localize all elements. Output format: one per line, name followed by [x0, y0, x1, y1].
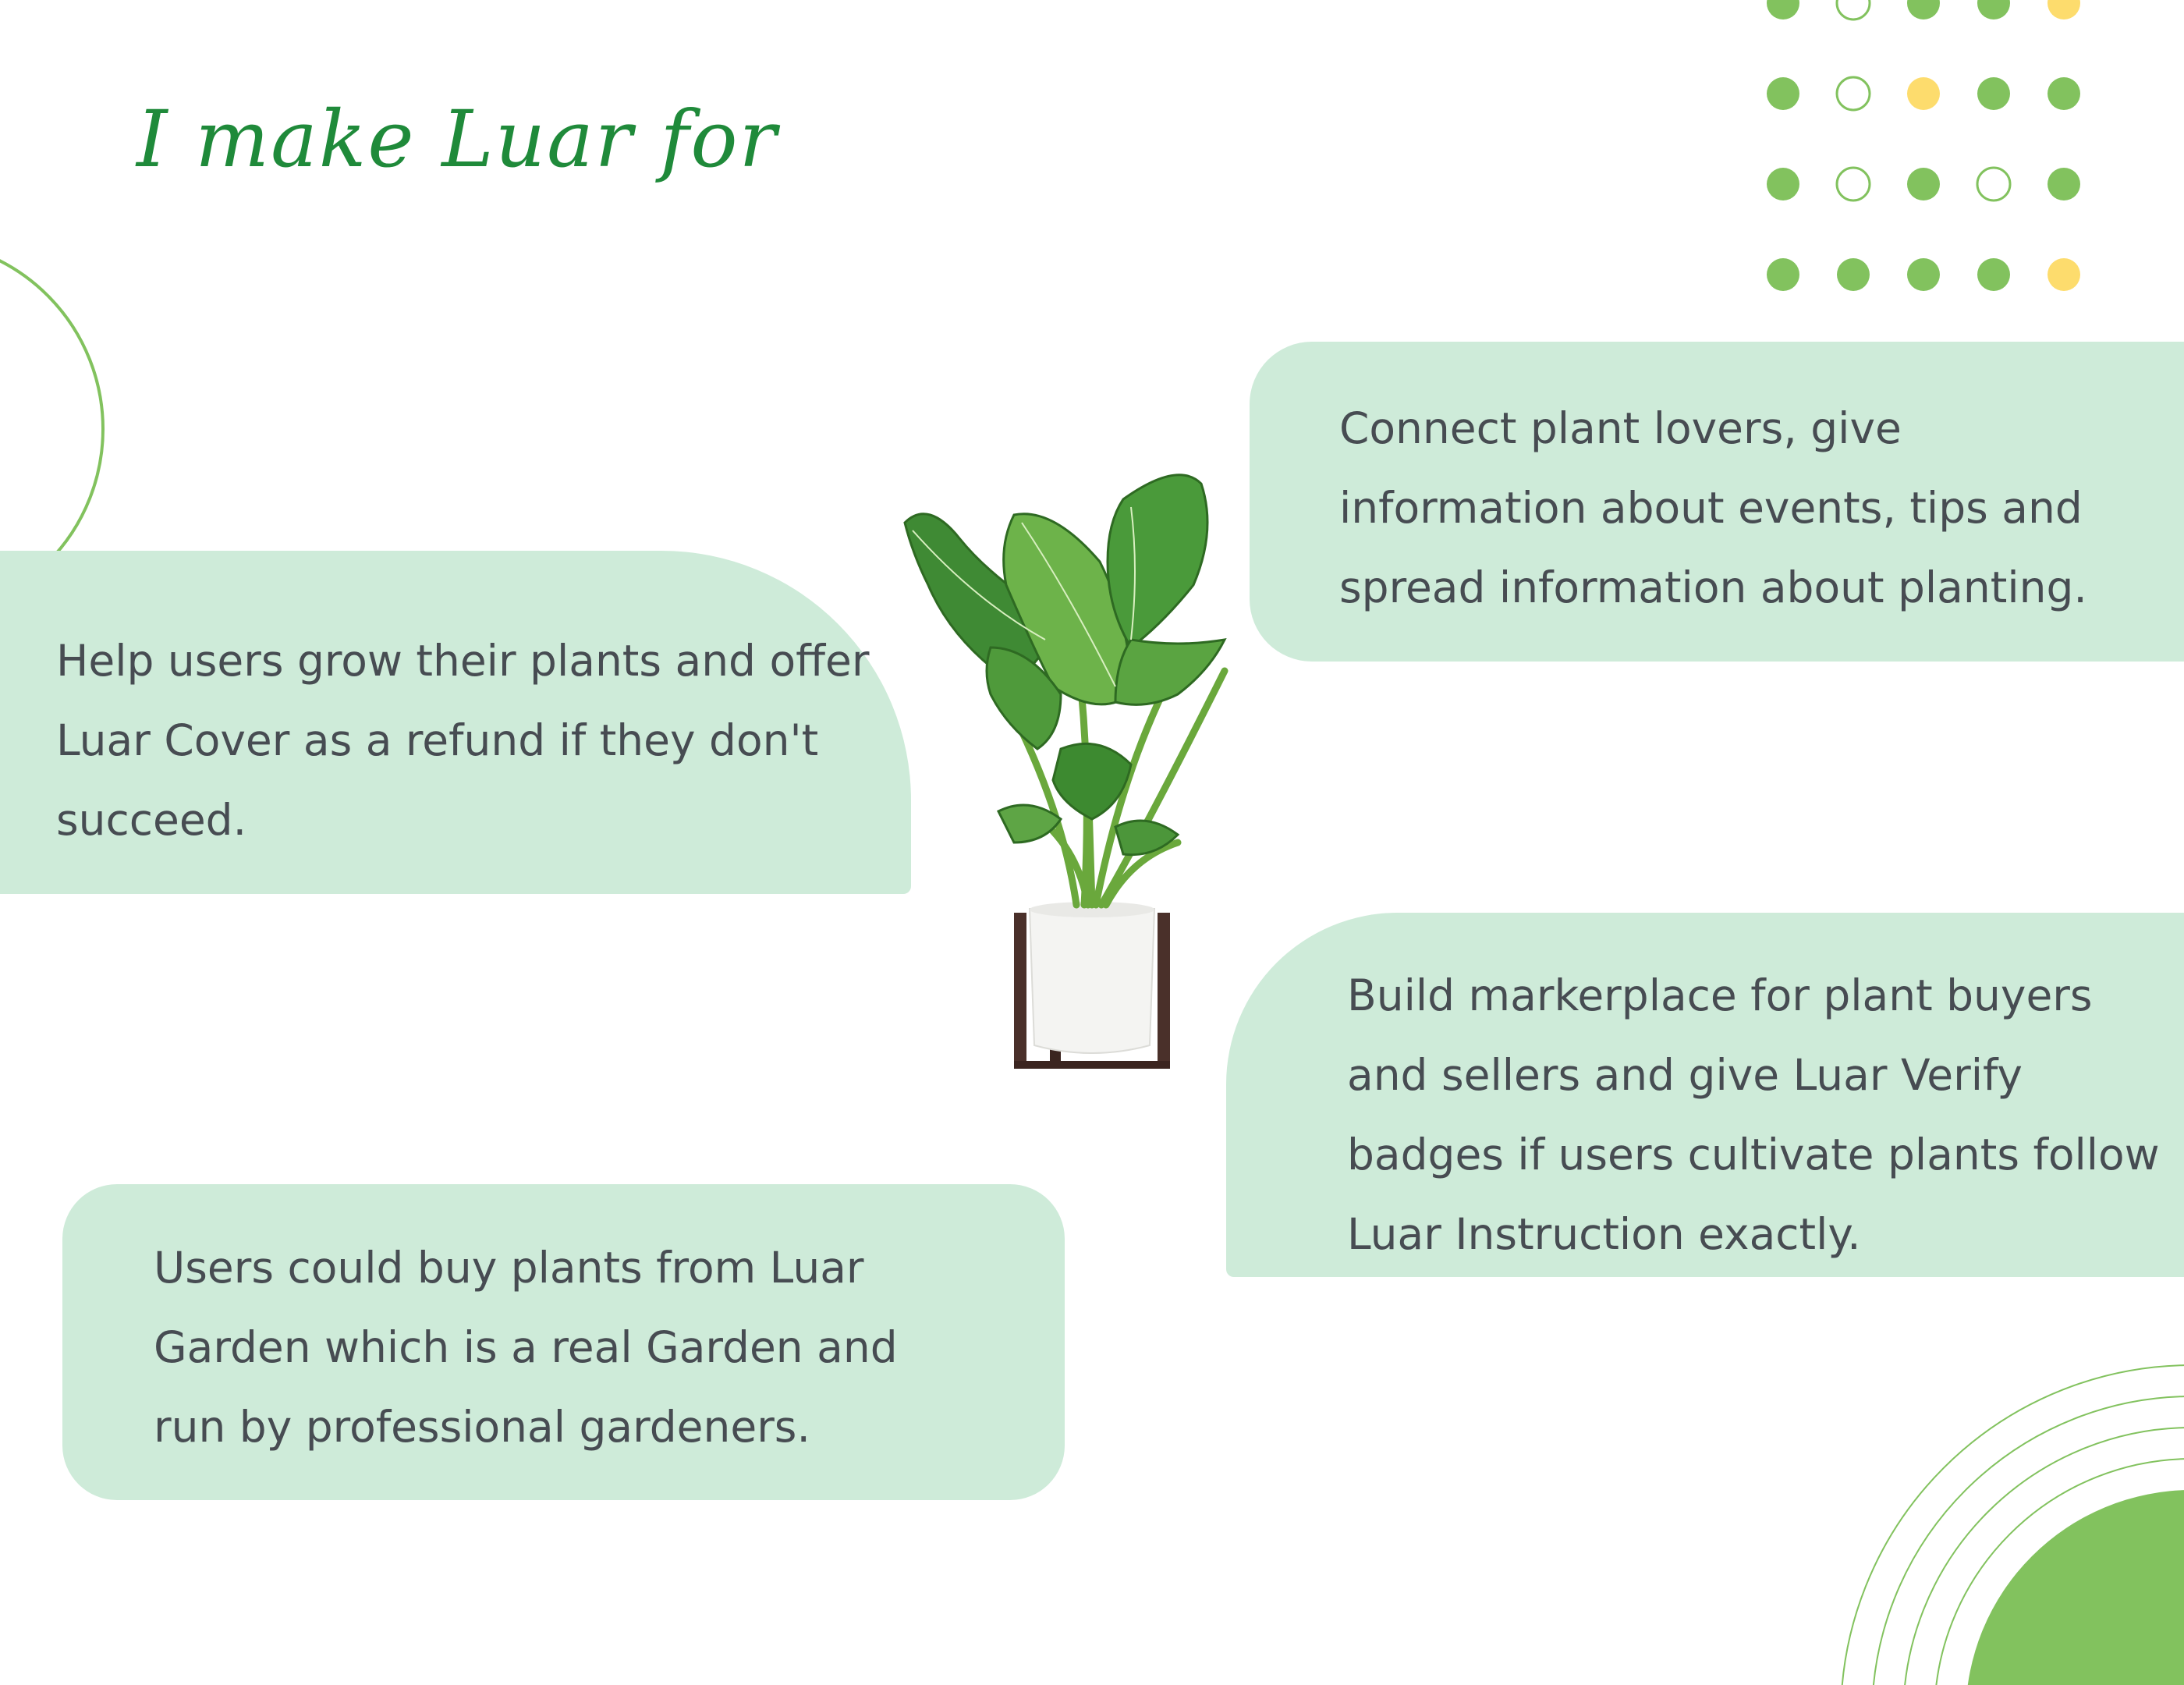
card-line: Users could buy plants from Luar [154, 1243, 864, 1293]
decor-dot [1767, 0, 1799, 20]
card-line: Luar Cover as a refund if they don't [56, 715, 819, 765]
card-line: and sellers and give Luar Verify [1347, 1050, 2023, 1100]
card-line: badges if users cultivate plants follow [1347, 1130, 2160, 1180]
card-connect-plant-lovers: Connect plant lovers, give information a… [1250, 342, 2184, 662]
decor-dot [1767, 168, 1799, 200]
decor-dot [1977, 77, 2010, 110]
decor-dot [1835, 0, 1871, 21]
card-line: Build markerplace for plant buyers [1347, 970, 2093, 1020]
card-luar-garden: Users could buy plants from Luar Garden … [62, 1184, 1065, 1500]
decor-dot [1835, 76, 1871, 112]
decor-dot [1837, 258, 1870, 291]
potted-plant-illustration [903, 474, 1228, 1069]
decor-concentric-arcs [1841, 1364, 2184, 1685]
page-title: I make Luar for [136, 94, 778, 185]
card-line: run by professional gardeners. [154, 1402, 810, 1452]
card-help-grow-plants: Help users grow their plants and offer L… [0, 551, 911, 894]
card-line: Connect plant lovers, give [1339, 403, 1902, 453]
decor-dot [1977, 258, 2010, 291]
card-line: Garden which is a real Garden and [154, 1322, 898, 1372]
decor-arc-left [0, 259, 105, 599]
decor-dot-grid [1767, 0, 2080, 291]
card-line: Help users grow their plants and offer [56, 636, 870, 686]
decor-dot [1907, 168, 1940, 200]
card-line: information about events, tips and [1339, 483, 2083, 533]
decor-dot [1907, 0, 1940, 20]
decor-dot [2048, 258, 2080, 291]
card-line: Luar Instruction exactly. [1347, 1209, 1861, 1259]
decor-dot [1907, 258, 1940, 291]
decor-dot [2048, 0, 2080, 20]
decor-dot [1977, 0, 2010, 20]
decor-dot [1907, 77, 1940, 110]
decor-dot [2048, 77, 2080, 110]
decor-dot [1976, 166, 2012, 202]
decor-dot [1767, 258, 1799, 291]
decor-dot [2048, 168, 2080, 200]
decor-dot [1767, 77, 1799, 110]
card-line: succeed. [56, 795, 247, 845]
decor-dot [1835, 166, 1871, 202]
card-line: spread information about planting. [1339, 562, 2087, 612]
card-build-marketplace: Build markerplace for plant buyers and s… [1226, 913, 2184, 1277]
